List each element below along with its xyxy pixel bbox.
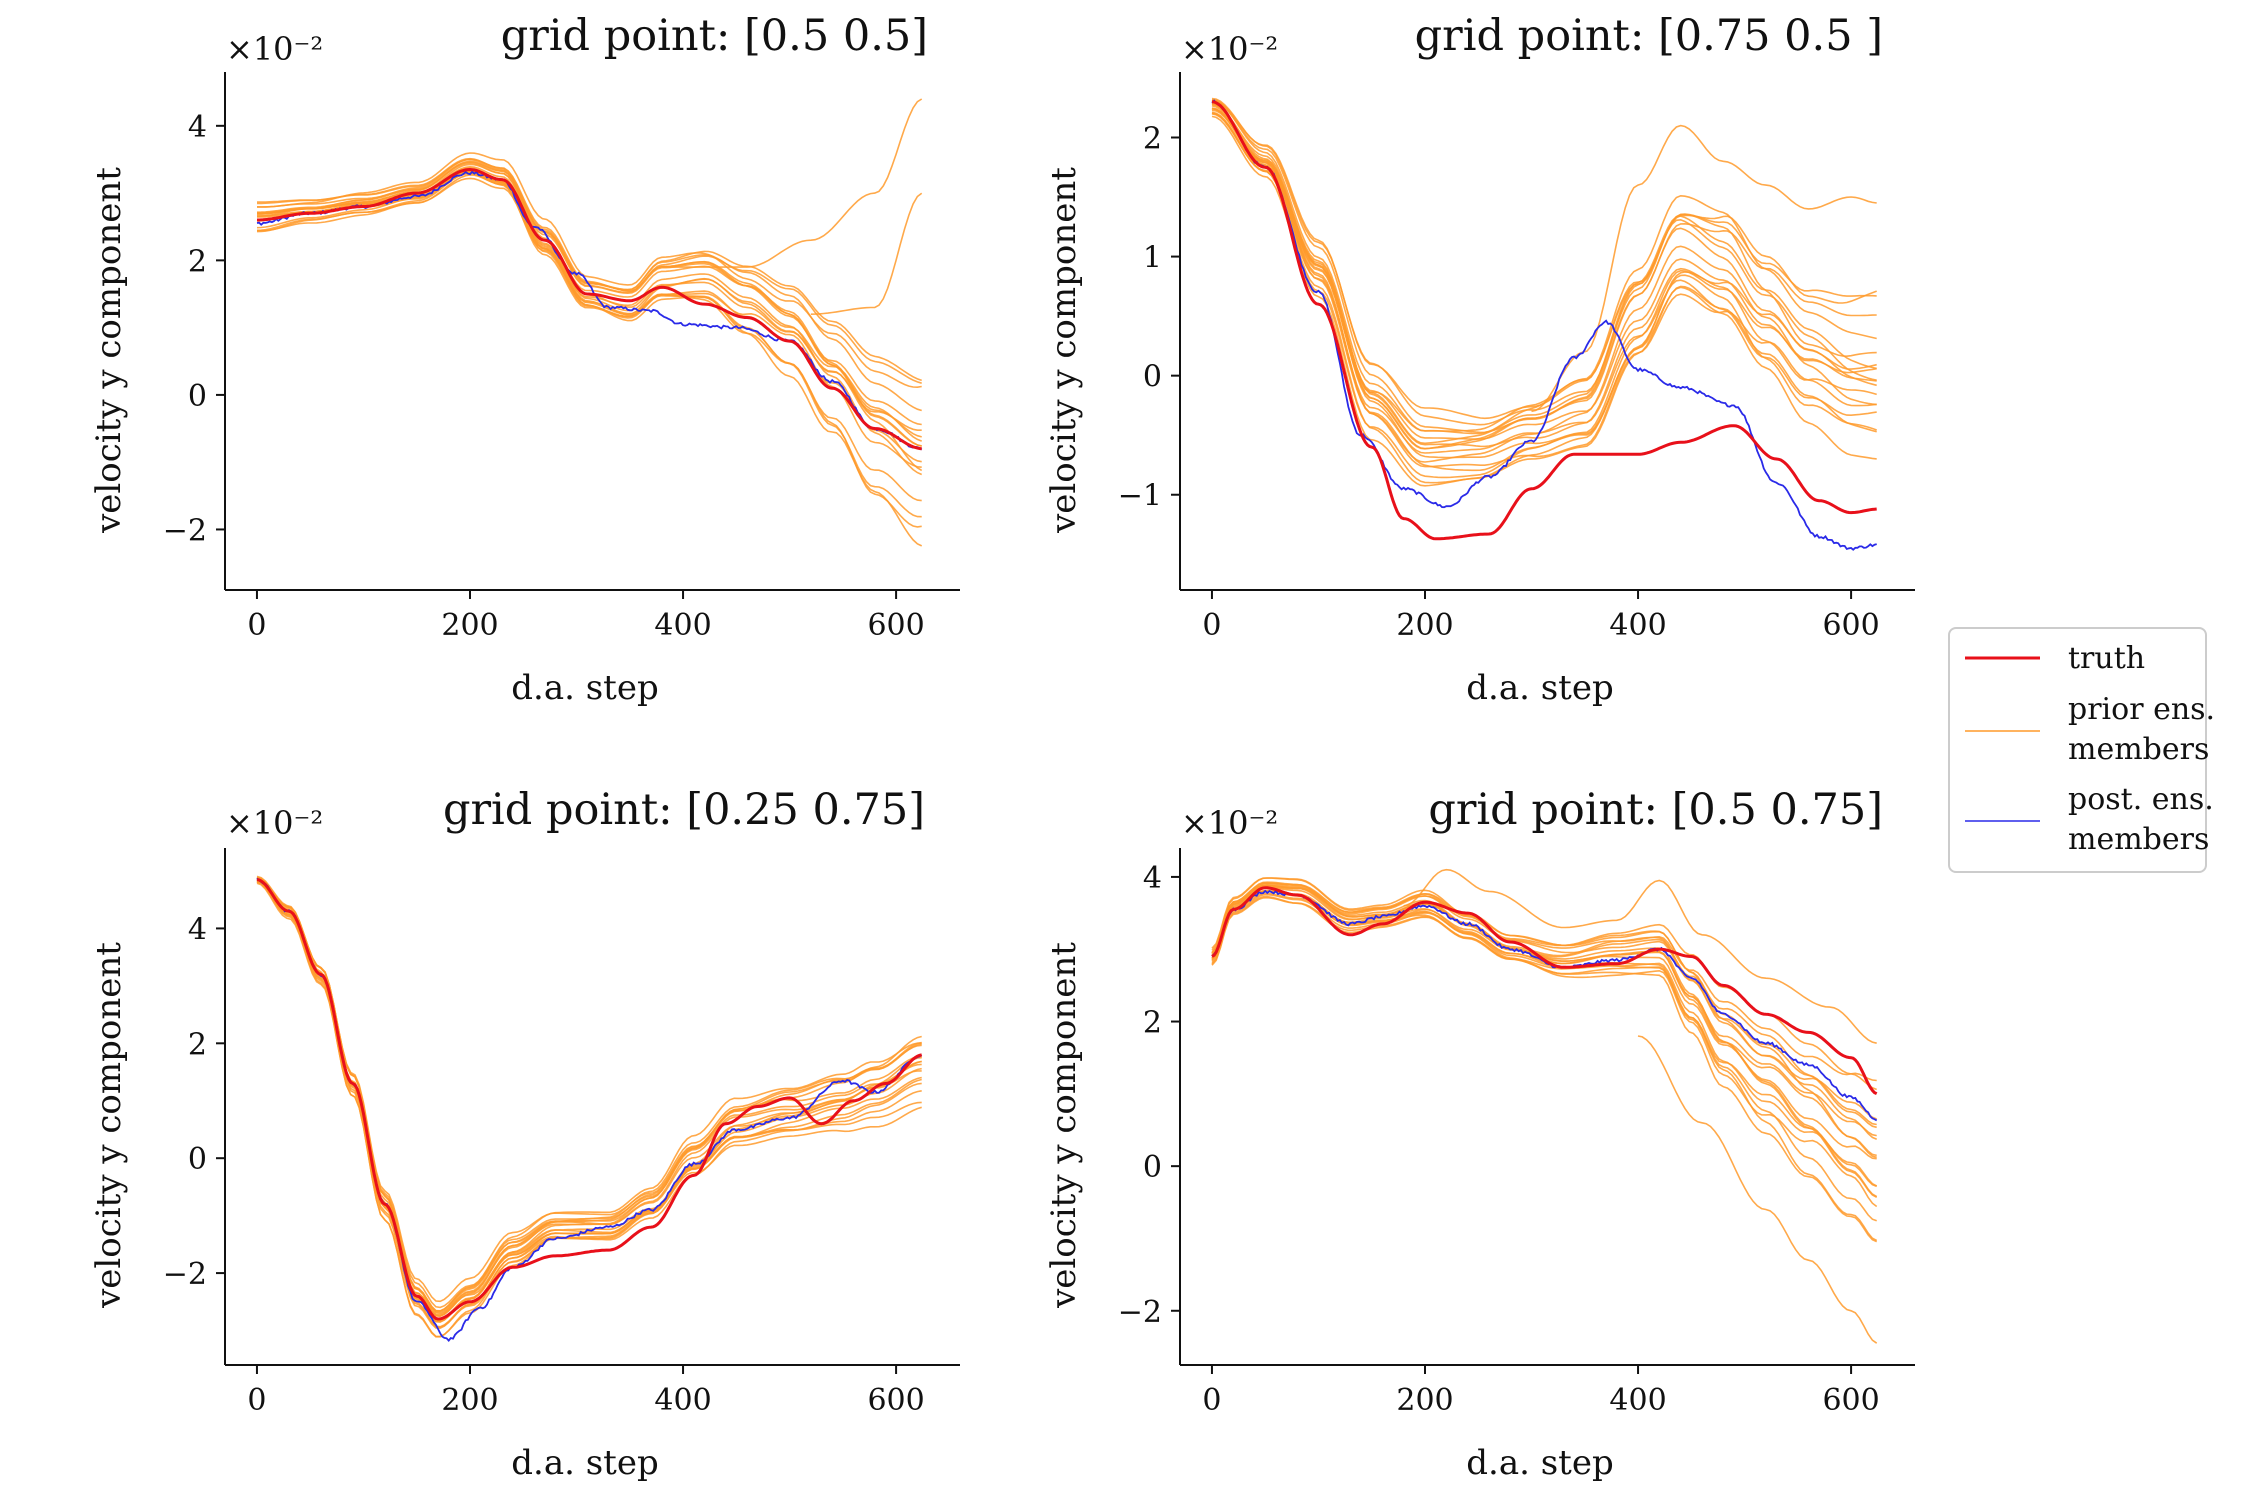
prior-ensemble-line <box>1531 124 1877 413</box>
subplot-4-y-multiplier: ×10⁻² <box>1181 804 1278 842</box>
y-tick-label: 2 <box>188 1027 207 1062</box>
subplot-1: grid point: [0.5 0.5] ×10⁻² velocity y c… <box>89 11 960 708</box>
y-tick-label: −1 <box>1118 479 1162 514</box>
y-tick-label: 0 <box>188 1142 207 1177</box>
x-tick-label: 600 <box>867 1383 924 1418</box>
legend-frame <box>1948 627 2207 873</box>
x-tick-label: 600 <box>1822 1383 1879 1418</box>
prior-ensemble-line <box>1211 97 1877 426</box>
x-tick-label: 200 <box>441 608 498 643</box>
subplot-3-title: grid point: [0.25 0.75] <box>443 785 925 835</box>
y-tick-label: 2 <box>1143 121 1162 156</box>
subplot-1-xlabel: d.a. step <box>511 668 658 708</box>
legend-prior-label: prior ens. members <box>2068 692 2225 767</box>
x-tick-label: 0 <box>247 608 266 643</box>
subplot-3-y-multiplier: ×10⁻² <box>226 804 323 842</box>
x-tick-label: 400 <box>1609 608 1666 643</box>
y-tick-label: 4 <box>188 110 207 145</box>
x-tick-label: 200 <box>441 1383 498 1418</box>
x-tick-label: 400 <box>1609 1383 1666 1418</box>
subplot-3-plot-area: 0 200 400 600 −2 0 2 4 <box>163 848 960 1418</box>
subplot-3: grid point: [0.25 0.75] ×10⁻² velocity y… <box>89 785 960 1483</box>
x-tick-label: 0 <box>1202 608 1221 643</box>
y-tick-label: 0 <box>188 379 207 414</box>
y-tick-label: 1 <box>1143 241 1162 276</box>
legend-posterior-label: post. ens. members <box>2068 782 2223 857</box>
prior-ensemble-line <box>256 158 922 426</box>
prior-ensemble-line <box>256 170 922 502</box>
subplot-2-xlabel: d.a. step <box>1466 668 1613 708</box>
subplot-4-plot-area: 0 200 400 600 −2 0 2 4 <box>1118 848 1915 1418</box>
prior-ensemble-line <box>1211 107 1877 459</box>
x-tick-label: 400 <box>654 1383 711 1418</box>
subplot-4-title: grid point: [0.5 0.75] <box>1428 785 1883 835</box>
subplot-2-plot-area: 0 200 400 600 −1 0 1 2 <box>1118 72 1915 643</box>
y-tick-label: 2 <box>188 244 207 279</box>
x-tick-label: 0 <box>247 1383 266 1418</box>
prior-ensemble-line <box>810 192 923 315</box>
truth-line <box>1211 100 1877 541</box>
prior-ensemble-line <box>1211 111 1877 468</box>
y-tick-label: −2 <box>163 513 207 548</box>
prior-ensemble-line <box>256 881 922 1338</box>
x-tick-label: 400 <box>654 608 711 643</box>
subplot-1-y-multiplier: ×10⁻² <box>226 30 323 68</box>
x-tick-label: 600 <box>1822 608 1879 643</box>
y-tick-label: 0 <box>1143 1150 1162 1185</box>
prior-ensemble-line <box>1211 107 1877 448</box>
y-tick-label: 4 <box>1143 861 1162 896</box>
truth-line <box>257 167 922 451</box>
prior-ensemble-line <box>256 152 922 389</box>
prior-ensemble-line <box>1211 99 1877 432</box>
prior-ensemble-line <box>1637 1035 1878 1344</box>
y-tick-label: 4 <box>188 912 207 947</box>
subplot-4: grid point: [0.5 0.75] ×10⁻² velocity y … <box>1044 785 1915 1483</box>
prior-ensemble-line <box>661 98 923 268</box>
prior-ensemble-line <box>1211 107 1877 463</box>
subplot-3-ylabel: velocity y component <box>89 942 129 1309</box>
subplot-2-y-multiplier: ×10⁻² <box>1181 30 1278 68</box>
y-tick-label: −2 <box>163 1257 207 1292</box>
x-tick-label: 200 <box>1396 608 1453 643</box>
truth-line <box>1211 886 1878 1096</box>
posterior-ensemble-line <box>1211 99 1877 551</box>
x-tick-label: 200 <box>1396 1383 1453 1418</box>
y-tick-label: 0 <box>1143 360 1162 395</box>
x-tick-label: 600 <box>867 608 924 643</box>
prior-ensemble-line <box>1211 115 1877 487</box>
legend: truth prior ens. members post. ens. memb… <box>1948 627 2225 873</box>
y-tick-label: 2 <box>1143 1006 1162 1041</box>
prior-ensemble-line <box>1211 892 1878 1208</box>
prior-ensemble-line <box>257 157 922 382</box>
subplot-3-xlabel: d.a. step <box>511 1443 658 1483</box>
prior-ensemble-line <box>1211 895 1878 1242</box>
prior-ensemble-line <box>1403 868 1877 1044</box>
subplot-4-xlabel: d.a. step <box>1466 1443 1613 1483</box>
subplot-1-plot-area: 0 200 400 600 −2 0 2 4 <box>163 72 960 643</box>
legend-truth-label: truth <box>2068 641 2145 676</box>
truth-line <box>256 878 922 1321</box>
subplot-4-ylabel: velocity y component <box>1044 942 1084 1309</box>
subplot-2: grid point: [0.75 0.5 ] ×10⁻² velocity y… <box>1044 11 1915 708</box>
prior-ensemble-line <box>1211 112 1877 484</box>
prior-ensemble-line <box>1211 884 1877 1159</box>
subplot-2-title: grid point: [0.75 0.5 ] <box>1415 11 1883 61</box>
x-tick-label: 0 <box>1202 1383 1221 1418</box>
prior-ensemble-line <box>256 875 922 1309</box>
subplot-2-ylabel: velocity y component <box>1044 167 1084 534</box>
subplot-1-ylabel: velocity y component <box>89 167 129 534</box>
subplot-1-title: grid point: [0.5 0.5] <box>501 11 928 61</box>
y-tick-label: −2 <box>1118 1295 1162 1330</box>
